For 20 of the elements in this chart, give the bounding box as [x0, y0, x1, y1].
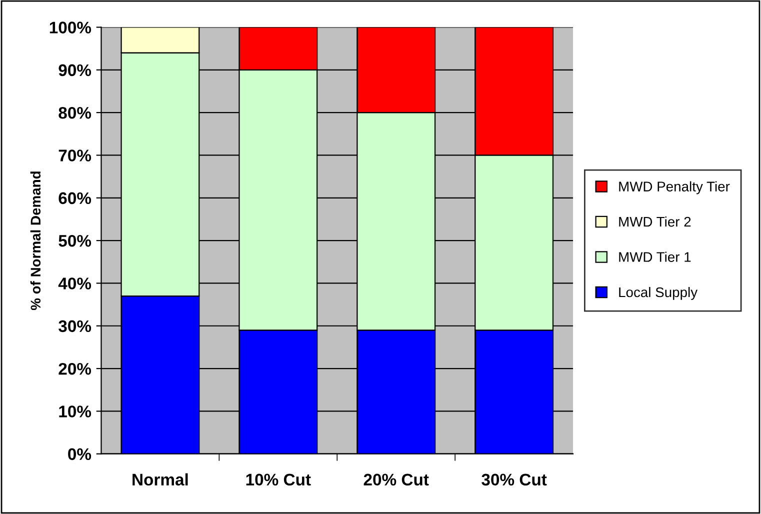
x-tick-label: Normal — [132, 473, 188, 486]
x-tick-label: 10% Cut — [246, 474, 311, 486]
legend-label: MWD Tier 1 — [619, 252, 691, 262]
y-tick-label: 50% — [58, 234, 92, 247]
legend-label: MWD Tier 2 — [619, 216, 691, 227]
y-tick-label: 30% — [58, 320, 92, 332]
y-tick-label: 100% — [50, 22, 92, 34]
y-tick-label: 40% — [58, 278, 92, 290]
legend-label: MWD Penalty Tier — [619, 181, 730, 194]
y-tick-label: 70% — [58, 150, 92, 162]
legend-label: Local Supply — [619, 286, 698, 300]
y-tick-label: 0% — [68, 448, 92, 460]
y-tick-label: 20% — [58, 362, 92, 375]
y-tick-label: 90% — [58, 64, 92, 76]
y-tick-label: 60% — [58, 192, 92, 204]
y-tick-label: 10% — [59, 406, 92, 418]
y-axis-title: % of Normal Demand — [30, 172, 41, 310]
y-tick-label: 80% — [58, 106, 92, 119]
x-tick-label: 20% Cut — [364, 474, 429, 486]
x-tick-label: 30% Cut — [482, 474, 547, 486]
